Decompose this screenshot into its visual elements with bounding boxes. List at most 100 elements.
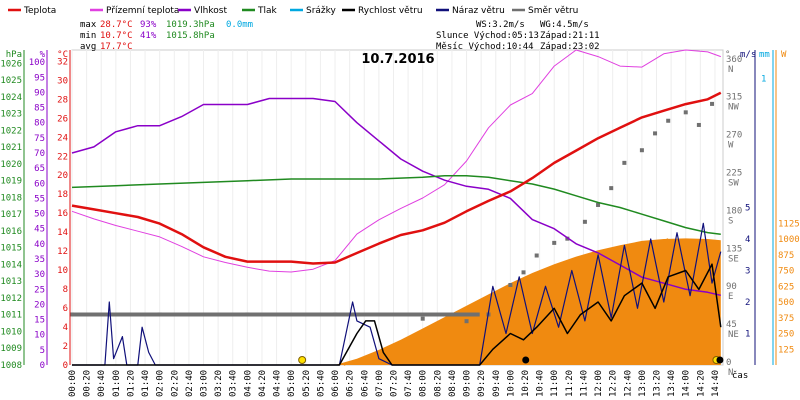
x-tick-label: 02:20 <box>170 370 180 397</box>
pressure-axis-tick: 1008 <box>0 361 22 371</box>
solar-axis-tick: 875 <box>778 251 794 261</box>
x-tick-label: 02:40 <box>185 370 195 397</box>
x-tick-label: 01:00 <box>112 370 122 397</box>
ground-temperature-line <box>71 49 721 273</box>
legend-label: Přízemní teplota <box>106 6 179 16</box>
x-tick-label: 00:20 <box>83 370 93 397</box>
wind-axis-tick: 1 <box>745 330 750 340</box>
stats-max-label: max <box>80 20 97 30</box>
moon-marker <box>522 356 530 364</box>
x-tick-label: 12:40 <box>623 370 633 397</box>
pressure-axis-tick: 1016 <box>0 227 22 237</box>
humidity-axis: 0 5 10 15 20 25 30 35 40 45 50 55 60 65 70 75 80 85 90 95 10… <box>29 50 46 371</box>
x-tick-label: 03:40 <box>229 370 239 397</box>
wind-direction-point <box>582 219 587 224</box>
x-tick-label: 00:00 <box>68 370 78 397</box>
x-tick-label: 07:40 <box>404 370 414 397</box>
stats-moonrise: Měsíc Východ:10:44 <box>436 42 534 52</box>
wind-direction-point <box>552 240 557 245</box>
wind-direction-point <box>710 101 715 106</box>
direction-tick-value: 225 <box>726 168 742 178</box>
humidity-axis-tick: 0 <box>40 361 45 371</box>
stats-moonset: Západ:23:02 <box>540 42 600 52</box>
legend-label: Teplota <box>23 6 56 16</box>
wind-axis: 1 2 3 4 5 m/s <box>740 50 756 340</box>
x-tick-label: 13:20 <box>653 370 663 397</box>
x-tick-label: 14:40 <box>711 370 721 397</box>
x-tick-label: 04:20 <box>258 370 268 397</box>
solar-axis-tick: 125 <box>778 345 794 355</box>
solar-radiation-area <box>72 238 721 365</box>
humidity-axis-tick: 20 <box>34 300 45 310</box>
x-tick-label: 13:00 <box>638 370 648 397</box>
x-tick-label: 04:00 <box>243 370 253 397</box>
direction-tick-value: 360 <box>726 55 742 65</box>
humidity-axis-tick: 10 <box>34 331 45 341</box>
temperature-axis-tick: 22 <box>57 152 68 162</box>
pressure-axis-tick: 1022 <box>0 126 22 136</box>
wind-direction-point <box>464 319 469 324</box>
wind-axis-tick: 4 <box>745 235 750 245</box>
wind-axis-tick: 5 <box>745 204 750 214</box>
stats-max-humidity: 93% <box>140 20 157 30</box>
x-tick-label: 09:00 <box>463 370 473 397</box>
direction-tick-name: S <box>728 216 733 226</box>
temperature-axis-tick: 26 <box>57 114 68 124</box>
humidity-axis-tick: 40 <box>34 240 45 250</box>
stats-min-temp: 10.7°C <box>100 31 133 41</box>
pressure-axis-tick: 1014 <box>0 260 22 270</box>
x-tick-label: 05:20 <box>302 370 312 397</box>
humidity-axis-tick: 35 <box>34 255 45 265</box>
x-tick-label: 10:20 <box>521 370 531 397</box>
legend-label: Rychlost větru <box>358 6 423 16</box>
x-tick-label: 06:40 <box>360 370 370 397</box>
stats-min-pressure: 1015.8hPa <box>166 31 215 41</box>
legend-item: Vlhkost <box>178 6 227 16</box>
legend-item: Směr větru <box>512 6 578 16</box>
humidity-axis-tick: 90 <box>34 88 45 98</box>
pressure-axis-tick: 1025 <box>0 76 22 86</box>
legend-item: Náraz větru <box>436 6 505 16</box>
humidity-line <box>71 97 721 297</box>
wind-speed-line <box>72 263 722 366</box>
temperature-axis-tick: 16 <box>57 209 68 219</box>
pressure-axis-tick: 1018 <box>0 193 22 203</box>
x-tick-label: 14:20 <box>696 370 706 397</box>
wind-direction-point <box>666 118 671 123</box>
legend-label: Směr větru <box>528 6 578 16</box>
direction-axis-label: ° <box>725 50 730 60</box>
wind-direction-point <box>534 253 539 258</box>
x-tick-label: 14:00 <box>682 370 692 397</box>
solar-axis: 125 250 375 500 625 750 875 1000 1125 W <box>778 50 800 355</box>
legend-label: Vlhkost <box>194 6 227 16</box>
wind-direction-point <box>683 110 688 115</box>
x-tick-label: 08:20 <box>433 370 443 397</box>
direction-tick-name: W <box>728 141 734 151</box>
direction-tick-value: 0 <box>726 358 731 368</box>
chart-title: 10.7.2016 <box>361 52 434 67</box>
x-tick-label: 10:00 <box>506 370 516 397</box>
pressure-axis-tick: 1020 <box>0 160 22 170</box>
direction-tick-value: 135 <box>726 244 742 254</box>
x-tick-label: 11:00 <box>550 370 560 397</box>
solar-axis-tick: 1125 <box>778 219 800 229</box>
x-tick-label: 02:00 <box>156 370 166 397</box>
humidity-axis-tick: 45 <box>34 225 45 235</box>
humidity-axis-tick: 30 <box>34 270 45 280</box>
solar-axis-tick: 1000 <box>778 235 800 245</box>
x-tick-label: 10:40 <box>536 370 546 397</box>
x-tick-label: 12:00 <box>594 370 604 397</box>
temperature-axis-tick: 0 <box>63 361 68 371</box>
x-tick-label: 06:20 <box>346 370 356 397</box>
pressure-axis-tick: 1017 <box>0 210 22 220</box>
rain-axis-label: mm <box>759 50 770 60</box>
humidity-axis-tick: 50 <box>34 210 45 220</box>
x-tick-label: 09:20 <box>477 370 487 397</box>
wind-direction-point <box>622 160 627 165</box>
direction-tick-name: NE <box>728 330 739 340</box>
x-tick-label: 08:00 <box>419 370 429 397</box>
wind-direction-point <box>508 282 513 287</box>
temperature-axis-tick: 18 <box>57 190 68 200</box>
direction-tick-value: 90 <box>726 282 737 292</box>
legend-item: Přízemní teplota <box>90 6 179 16</box>
